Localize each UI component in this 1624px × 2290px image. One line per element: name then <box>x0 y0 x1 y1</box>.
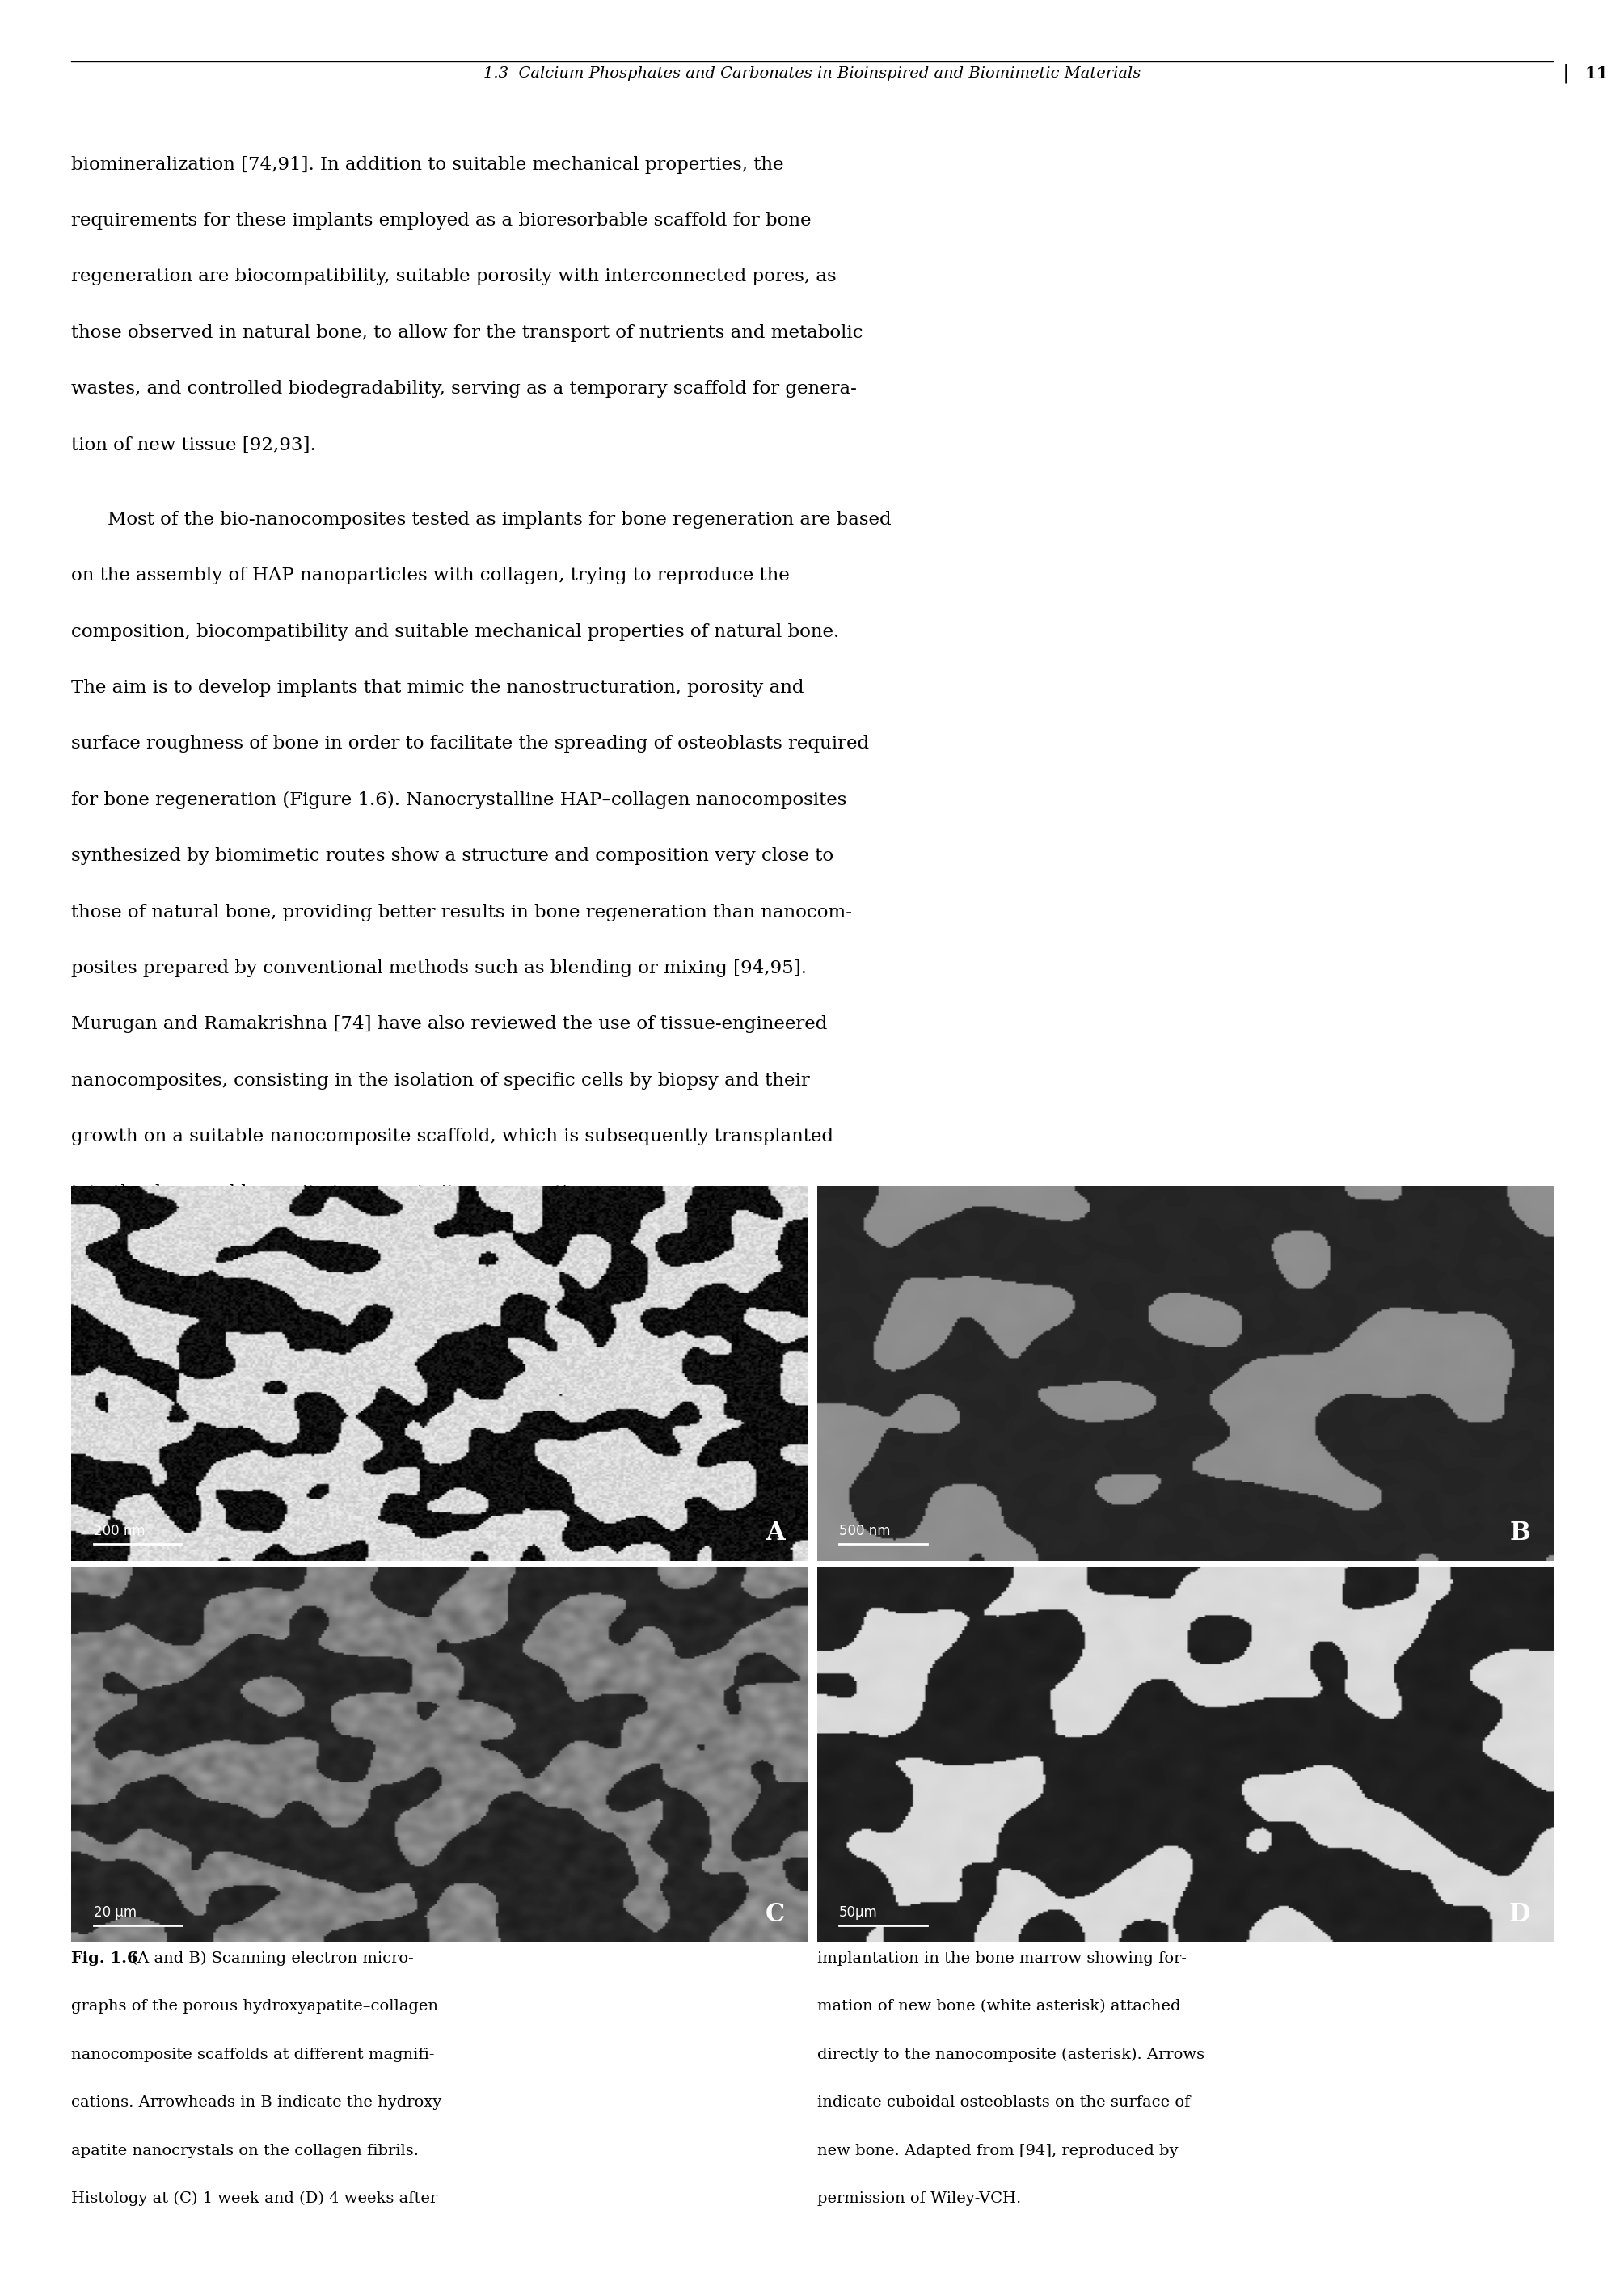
Text: requirements for these implants employed as a bioresorbable scaffold for bone: requirements for these implants employed… <box>71 213 812 229</box>
Text: regeneration are biocompatibility, suitable porosity with interconnected pores, : regeneration are biocompatibility, suita… <box>71 268 836 286</box>
Text: The aim is to develop implants that mimic the nanostructuration, porosity and: The aim is to develop implants that mimi… <box>71 680 804 696</box>
Text: new bone. Adapted from [94], reproduced by: new bone. Adapted from [94], reproduced … <box>817 2143 1177 2157</box>
Text: graphs of the porous hydroxyapatite–collagen: graphs of the porous hydroxyapatite–coll… <box>71 1999 438 2013</box>
Text: Fig. 1.6: Fig. 1.6 <box>71 1951 138 1965</box>
Text: into the damaged bone site to promote its regeneration.: into the damaged bone site to promote it… <box>71 1184 598 1202</box>
Text: 1.3  Calcium Phosphates and Carbonates in Bioinspired and Biomimetic Materials: 1.3 Calcium Phosphates and Carbonates in… <box>484 66 1140 80</box>
Text: D: D <box>1509 1903 1530 1926</box>
Text: growth on a suitable nanocomposite scaffold, which is subsequently transplanted: growth on a suitable nanocomposite scaff… <box>71 1129 833 1145</box>
Text: A: A <box>767 1521 784 1546</box>
Text: Murugan and Ramakrishna [74] have also reviewed the use of tissue-engineered: Murugan and Ramakrishna [74] have also r… <box>71 1017 828 1033</box>
Text: those observed in natural bone, to allow for the transport of nutrients and meta: those observed in natural bone, to allow… <box>71 325 864 341</box>
Text: wastes, and controlled biodegradability, serving as a temporary scaffold for gen: wastes, and controlled biodegradability,… <box>71 380 857 398</box>
Text: 20 μm: 20 μm <box>94 1905 136 1919</box>
Text: biomineralization [74,91]. In addition to suitable mechanical properties, the: biomineralization [74,91]. In addition t… <box>71 156 784 174</box>
Text: 50μm: 50μm <box>840 1905 877 1919</box>
Text: synthesized by biomimetic routes show a structure and composition very close to: synthesized by biomimetic routes show a … <box>71 847 833 866</box>
Text: Histology at (C) 1 week and (D) 4 weeks after: Histology at (C) 1 week and (D) 4 weeks … <box>71 2192 438 2205</box>
Text: apatite nanocrystals on the collagen fibrils.: apatite nanocrystals on the collagen fib… <box>71 2143 419 2157</box>
Text: surface roughness of bone in order to facilitate the spreading of osteoblasts re: surface roughness of bone in order to fa… <box>71 735 869 753</box>
Text: (A and B) Scanning electron micro-: (A and B) Scanning electron micro- <box>122 1951 414 1965</box>
Text: tion of new tissue [92,93].: tion of new tissue [92,93]. <box>71 437 317 453</box>
Text: 500 nm: 500 nm <box>840 1523 890 1539</box>
Text: for bone regeneration (Figure 1.6). Nanocrystalline HAP–collagen nanocomposites: for bone regeneration (Figure 1.6). Nano… <box>71 792 848 808</box>
Text: composition, biocompatibility and suitable mechanical properties of natural bone: composition, biocompatibility and suitab… <box>71 623 840 641</box>
Text: 200 nm: 200 nm <box>94 1523 145 1539</box>
Text: C: C <box>765 1903 784 1926</box>
Text: on the assembly of HAP nanoparticles with collagen, trying to reproduce the: on the assembly of HAP nanoparticles wit… <box>71 568 789 584</box>
Text: 11: 11 <box>1585 64 1608 82</box>
Text: posites prepared by conventional methods such as blending or mixing [94,95].: posites prepared by conventional methods… <box>71 960 807 978</box>
Text: |: | <box>1562 64 1569 82</box>
Text: implantation in the bone marrow showing for-: implantation in the bone marrow showing … <box>817 1951 1186 1965</box>
Text: those of natural bone, providing better results in bone regeneration than nanoco: those of natural bone, providing better … <box>71 905 853 921</box>
Text: indicate cuboidal osteoblasts on the surface of: indicate cuboidal osteoblasts on the sur… <box>817 2095 1190 2109</box>
Text: permission of Wiley-VCH.: permission of Wiley-VCH. <box>817 2192 1021 2205</box>
Text: mation of new bone (white asterisk) attached: mation of new bone (white asterisk) atta… <box>817 1999 1181 2013</box>
Text: directly to the nanocomposite (asterisk). Arrows: directly to the nanocomposite (asterisk)… <box>817 2047 1203 2061</box>
Text: nanocomposite scaffolds at different magnifi-: nanocomposite scaffolds at different mag… <box>71 2047 435 2061</box>
Text: nanocomposites, consisting in the isolation of specific cells by biopsy and thei: nanocomposites, consisting in the isolat… <box>71 1072 810 1090</box>
Text: B: B <box>1510 1521 1530 1546</box>
Text: cations. Arrowheads in B indicate the hydroxy-: cations. Arrowheads in B indicate the hy… <box>71 2095 447 2109</box>
Text: Most of the bio-nanocomposites tested as implants for bone regeneration are base: Most of the bio-nanocomposites tested as… <box>107 511 892 529</box>
